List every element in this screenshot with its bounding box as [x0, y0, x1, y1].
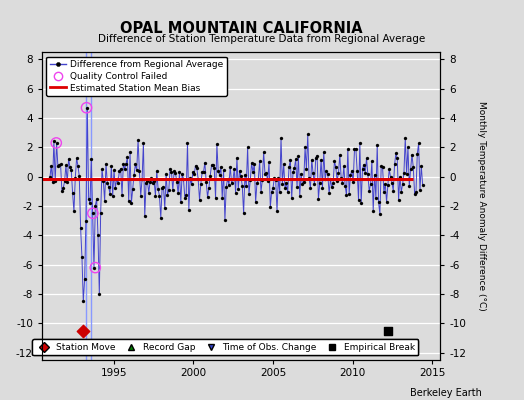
Text: Berkeley Earth: Berkeley Earth	[410, 388, 482, 398]
Point	[52, 140, 60, 146]
Point	[89, 210, 97, 216]
Y-axis label: Monthly Temperature Anomaly Difference (°C): Monthly Temperature Anomaly Difference (…	[477, 101, 486, 311]
Title: OPAL MOUNTAIN CALIFORNIA: OPAL MOUNTAIN CALIFORNIA	[119, 20, 363, 36]
Point	[79, 328, 87, 334]
Text: Difference of Station Temperature Data from Regional Average: Difference of Station Temperature Data f…	[99, 34, 425, 44]
Point	[91, 264, 100, 271]
Point	[82, 104, 91, 111]
Point	[384, 328, 392, 334]
Legend: Station Move, Record Gap, Time of Obs. Change, Empirical Break: Station Move, Record Gap, Time of Obs. C…	[32, 339, 419, 356]
